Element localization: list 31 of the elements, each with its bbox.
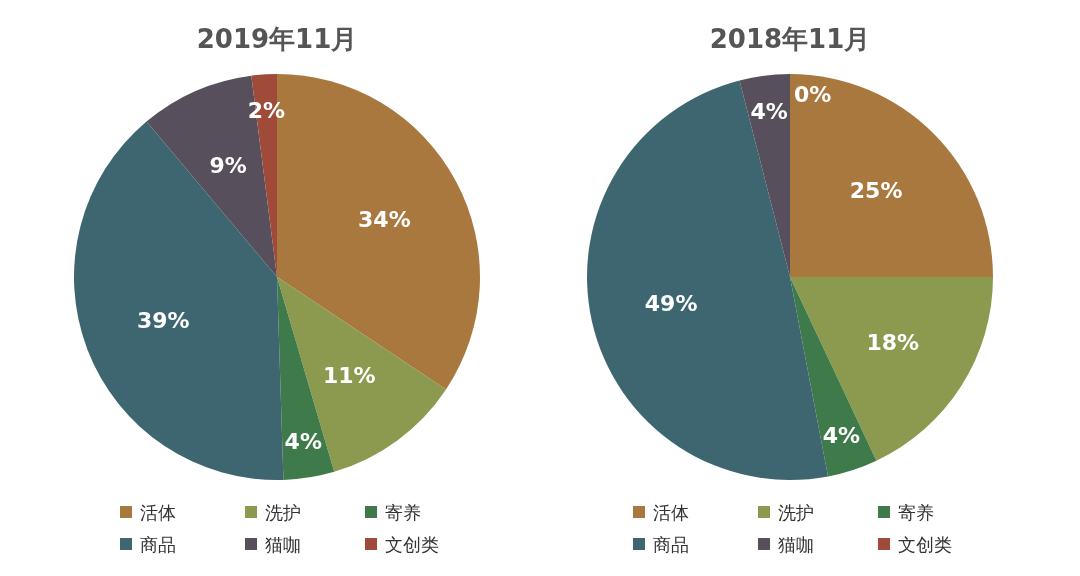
legend-label: 洗护 xyxy=(778,501,814,523)
legend-label: 洗护 xyxy=(265,501,301,523)
data-label: 18% xyxy=(866,329,920,355)
data-label: 34% xyxy=(358,206,411,232)
data-label: 39% xyxy=(136,307,190,333)
text: 0% xyxy=(794,81,832,107)
legend-label: 文创类 xyxy=(898,533,952,555)
pie-slice xyxy=(277,277,447,472)
legend-label: 商品 xyxy=(653,533,689,555)
data-label: 4% xyxy=(822,422,861,448)
legend-label: 文创类 xyxy=(385,533,439,555)
chart-title: 2018年11月 xyxy=(709,24,871,54)
pie-slice xyxy=(790,277,993,461)
legend-label: 寄养 xyxy=(385,501,421,523)
pie-slice xyxy=(790,74,993,277)
data-label: 4% xyxy=(750,99,788,125)
legend-label: 活体 xyxy=(140,501,176,523)
pie-slice xyxy=(739,74,790,277)
legend-label: 猫咖 xyxy=(265,533,301,555)
legend-label: 商品 xyxy=(140,533,176,555)
legend-label: 猫咖 xyxy=(778,533,814,555)
legend-label: 寄养 xyxy=(898,501,934,523)
data-label: 4% xyxy=(284,428,322,454)
data-label: 25% xyxy=(849,178,903,204)
legend-label: 活体 xyxy=(653,501,689,523)
pie-slice xyxy=(74,121,284,480)
data-label: 9% xyxy=(209,152,247,178)
data-label: 2% xyxy=(247,98,286,124)
chart-title: 2019年11月 xyxy=(196,24,358,54)
data-label: 11% xyxy=(322,362,376,388)
data-label: 49% xyxy=(644,291,698,317)
